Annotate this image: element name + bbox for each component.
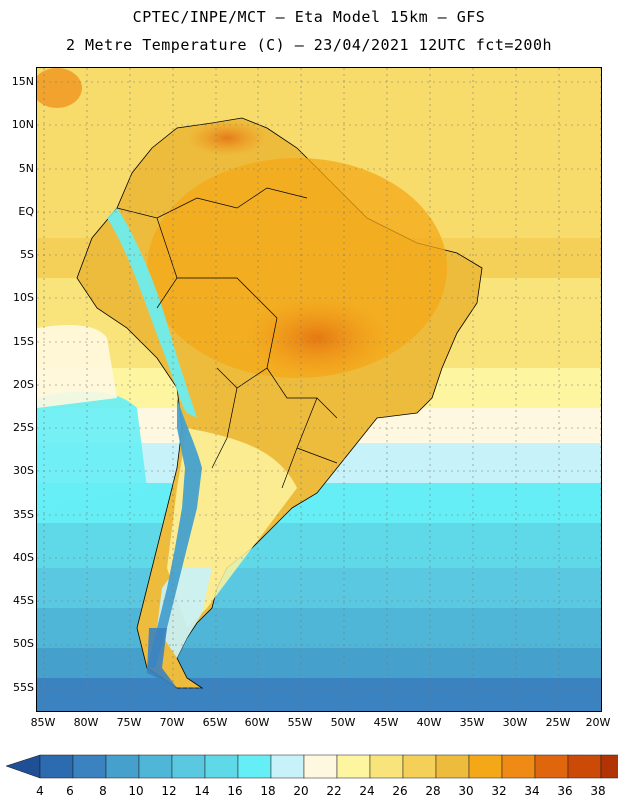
lat-label: 45S [13,594,34,607]
lat-label: 50S [13,637,34,650]
lon-label: 85W [30,716,56,729]
legend-tick-label: 22 [326,784,342,798]
legend-tick-label: 20 [293,784,309,798]
lat-label: 30S [13,464,34,477]
legend-tick-label: 4 [36,784,44,798]
lon-label: 75W [116,716,142,729]
legend-tick-label: 32 [491,784,507,798]
chart-title-line-1: CPTEC/INPE/MCT – Eta Model 15km – GFS [132,8,486,26]
legend-tick-label: 34 [524,784,540,798]
band-6 [37,678,601,711]
legend-swatch [171,754,206,779]
legend-tick-label: 36 [557,784,573,798]
legend-tick-label: 6 [66,784,74,798]
lat-label: 10S [13,291,34,304]
legend-swatches [39,754,618,779]
color-legend [0,748,618,800]
lat-label: 5N [18,162,34,175]
lat-label: 15N [11,75,34,88]
legend-swatch [270,754,305,779]
legend-tick-label: 18 [260,784,276,798]
legend-tick-label: 38 [590,784,606,798]
band-12 [37,568,601,608]
lat-label: EQ [18,205,34,218]
legend-swatch [534,754,569,779]
legend-tick-label: 8 [99,784,107,798]
lon-label: 65W [202,716,228,729]
lon-label: 20W [585,716,611,729]
heat-core-north [187,120,267,156]
lat-label: 5S [20,248,34,261]
lat-label: 20S [13,378,34,391]
legend-swatch [138,754,173,779]
lon-label: 40W [416,716,442,729]
legend-arrow-low [5,754,41,779]
legend-swatch [39,754,74,779]
legend-swatch [237,754,272,779]
lon-label: 50W [330,716,356,729]
legend-swatch [468,754,503,779]
lon-label: 60W [244,716,270,729]
lat-label: 15S [13,335,34,348]
lon-label: 45W [373,716,399,729]
andes-cold-south [147,398,202,668]
band-8 [37,648,601,678]
band-14 [37,523,601,568]
legend-tick-label: 30 [458,784,474,798]
pacific-cool-tongue [37,391,147,508]
lat-label: 25S [13,421,34,434]
band-10 [37,608,601,648]
legend-swatch [600,754,618,779]
temperature-map [36,67,602,712]
legend-swatch [435,754,470,779]
andes-cold-north [107,208,197,418]
lon-label: 35W [459,716,485,729]
lon-label: 70W [159,716,185,729]
legend-tick-label: 26 [392,784,408,798]
legend-swatch [501,754,536,779]
legend-tick-label: 24 [359,784,375,798]
legend-tick-label: 12 [161,784,177,798]
lon-label: 30W [502,716,528,729]
legend-swatch [72,754,107,779]
legend-swatch [303,754,338,779]
country-borders [116,187,338,489]
legend-swatch [204,754,239,779]
legend-swatch [336,754,371,779]
lat-label: 10N [11,118,34,131]
lat-label: 55S [13,681,34,694]
lat-label: 35S [13,508,34,521]
legend-tick-label: 16 [227,784,243,798]
legend-tick-label: 14 [194,784,210,798]
legend-swatch [567,754,602,779]
lon-label: 25W [545,716,571,729]
legend-swatch [369,754,404,779]
graticule [37,68,601,711]
color-legend-bar [5,754,618,779]
legend-tick-label: 10 [128,784,144,798]
legend-tick-label: 28 [425,784,441,798]
map-canvas [37,68,601,711]
lon-label: 55W [287,716,313,729]
chart-title-line-2: 2 Metre Temperature (C) – 23/04/2021 12U… [65,36,553,54]
lon-label: 80W [73,716,99,729]
lat-label: 40S [13,551,34,564]
legend-swatch [402,754,437,779]
heat-core-central [247,298,387,378]
legend-swatch [105,754,140,779]
